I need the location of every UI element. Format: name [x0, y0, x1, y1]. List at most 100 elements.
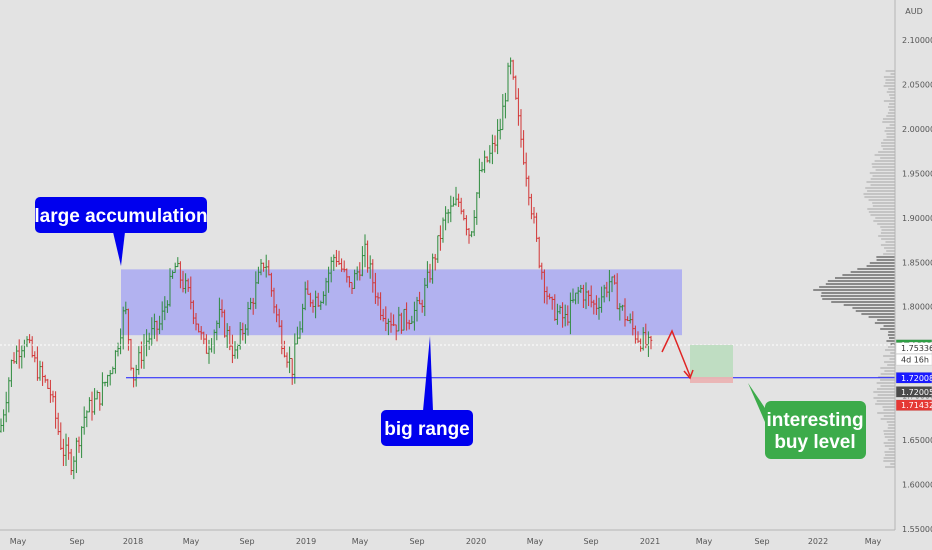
time-tick-label: May: [696, 537, 713, 546]
volume-profile-row: [887, 427, 895, 429]
ohlc-bar: [46, 378, 50, 389]
time-tick-label: Sep: [239, 537, 254, 546]
volume-profile-row: [880, 226, 895, 228]
volume-profile-row: [820, 295, 895, 297]
projection-arrow-head: [683, 369, 694, 380]
volume-profile-row: [852, 307, 895, 309]
volume-profile-row: [886, 136, 895, 138]
ohlc-bar: [446, 209, 450, 224]
callout-big-range: big range: [381, 336, 473, 446]
ohlc-bar: [337, 250, 341, 265]
ohlc-bar: [62, 438, 65, 467]
ohlc-bar: [332, 254, 336, 272]
ohlc-bar: [17, 339, 21, 369]
volume-profile-row: [885, 349, 895, 351]
volume-profile-row: [889, 124, 895, 126]
ohlc-bar: [387, 318, 390, 336]
ohlc-bar: [400, 312, 403, 334]
ohlc-bar: [550, 296, 554, 310]
ohlc-bar: [548, 293, 551, 300]
ohlc-bar: [483, 150, 486, 173]
projection-up-box: [690, 345, 733, 378]
ohlc-bar: [158, 315, 161, 335]
ohlc-bar: [504, 92, 507, 119]
volume-profile-row: [880, 157, 895, 159]
ohlc-bar: [348, 276, 351, 288]
time-tick-label: 2022: [808, 537, 828, 546]
ohlc-bar: [584, 282, 588, 310]
ohlc-bar: [397, 306, 401, 332]
ohlc-bar: [215, 320, 219, 341]
volume-profile-row: [890, 73, 895, 75]
volume-profile-row: [870, 214, 895, 216]
ohlc-bar: [140, 341, 143, 369]
time-axis[interactable]: May Sep 2018 May Sep 2019 May Sep 2020 May Sep 2021…: [10, 537, 882, 546]
ohlc-bar: [153, 313, 156, 339]
ohlc-bar: [410, 315, 414, 325]
volume-profile-row: [887, 346, 895, 348]
ohlc-bar: [7, 377, 11, 413]
ohlc-bar: [613, 274, 616, 285]
ohlc-bar: [361, 246, 364, 277]
ohlc-bar: [264, 254, 268, 278]
ohlc-bar: [233, 341, 237, 359]
ohlc-bar: [30, 336, 34, 358]
volume-profile-row: [887, 439, 895, 441]
ohlc-bar: [51, 390, 55, 403]
price-tick-label: 2.00000: [902, 125, 932, 134]
ohlc-bar: [418, 291, 421, 305]
ohlc-bar: [33, 351, 37, 363]
ohlc-bar: [465, 215, 468, 236]
ohlc-bar: [514, 75, 518, 100]
ohlc-bar: [402, 308, 406, 331]
time-tick-label: 2021: [640, 537, 660, 546]
volume-profile-row: [850, 271, 895, 273]
ohlc-bar: [576, 286, 580, 304]
ohlc-bar: [80, 426, 83, 458]
ohlc-bar: [553, 294, 557, 321]
volume-profile-row: [878, 151, 895, 153]
volume-profile-row: [884, 451, 895, 453]
volume-profile-row: [883, 442, 895, 444]
ohlc-bar: [106, 374, 109, 387]
ohlc-bar: [121, 306, 125, 350]
volume-profile-row: [872, 175, 895, 177]
volume-profile-row: [870, 178, 895, 180]
volume-profile: [813, 70, 895, 468]
ohlc-bar: [186, 278, 190, 292]
volume-profile-row: [873, 220, 895, 222]
volume-profile-row: [882, 121, 895, 123]
ohlc-bar: [205, 334, 208, 354]
ohlc-bar: [262, 262, 265, 272]
ohlc-bar: [15, 344, 18, 365]
ohlc-bar: [413, 301, 416, 331]
price-tag-label: 1.72005: [901, 388, 932, 397]
ohlc-bar: [171, 270, 174, 279]
volume-profile-row: [880, 328, 895, 330]
volume-profile-row: [821, 292, 895, 294]
volume-profile-row: [877, 223, 895, 225]
ohlc-bar: [223, 309, 226, 338]
ohlc-bar: [327, 266, 330, 293]
ohlc-bar: [306, 280, 310, 295]
ohlc-bar: [251, 297, 255, 315]
ohlc-bar: [241, 322, 245, 341]
volume-profile-row: [883, 325, 895, 327]
ohlc-bar: [228, 326, 232, 351]
ohlc-bar: [329, 256, 333, 283]
ohlc-bar: [498, 118, 502, 140]
volume-profile-row: [883, 457, 895, 459]
ohlc-bar: [324, 277, 328, 306]
ohlc-bar: [249, 297, 252, 310]
volume-profile-row: [883, 139, 895, 141]
volume-profile-row: [887, 334, 895, 336]
ohlc-bar: [342, 260, 346, 273]
ohlc-bar: [511, 59, 515, 80]
ohlc-bar: [392, 314, 395, 327]
ohlc-bar: [298, 321, 302, 339]
ohlc-bar: [631, 311, 635, 336]
ohlc-bar: [595, 295, 598, 315]
ohlc-bar: [420, 299, 424, 313]
price-tag: 1.72005: [895, 386, 932, 398]
